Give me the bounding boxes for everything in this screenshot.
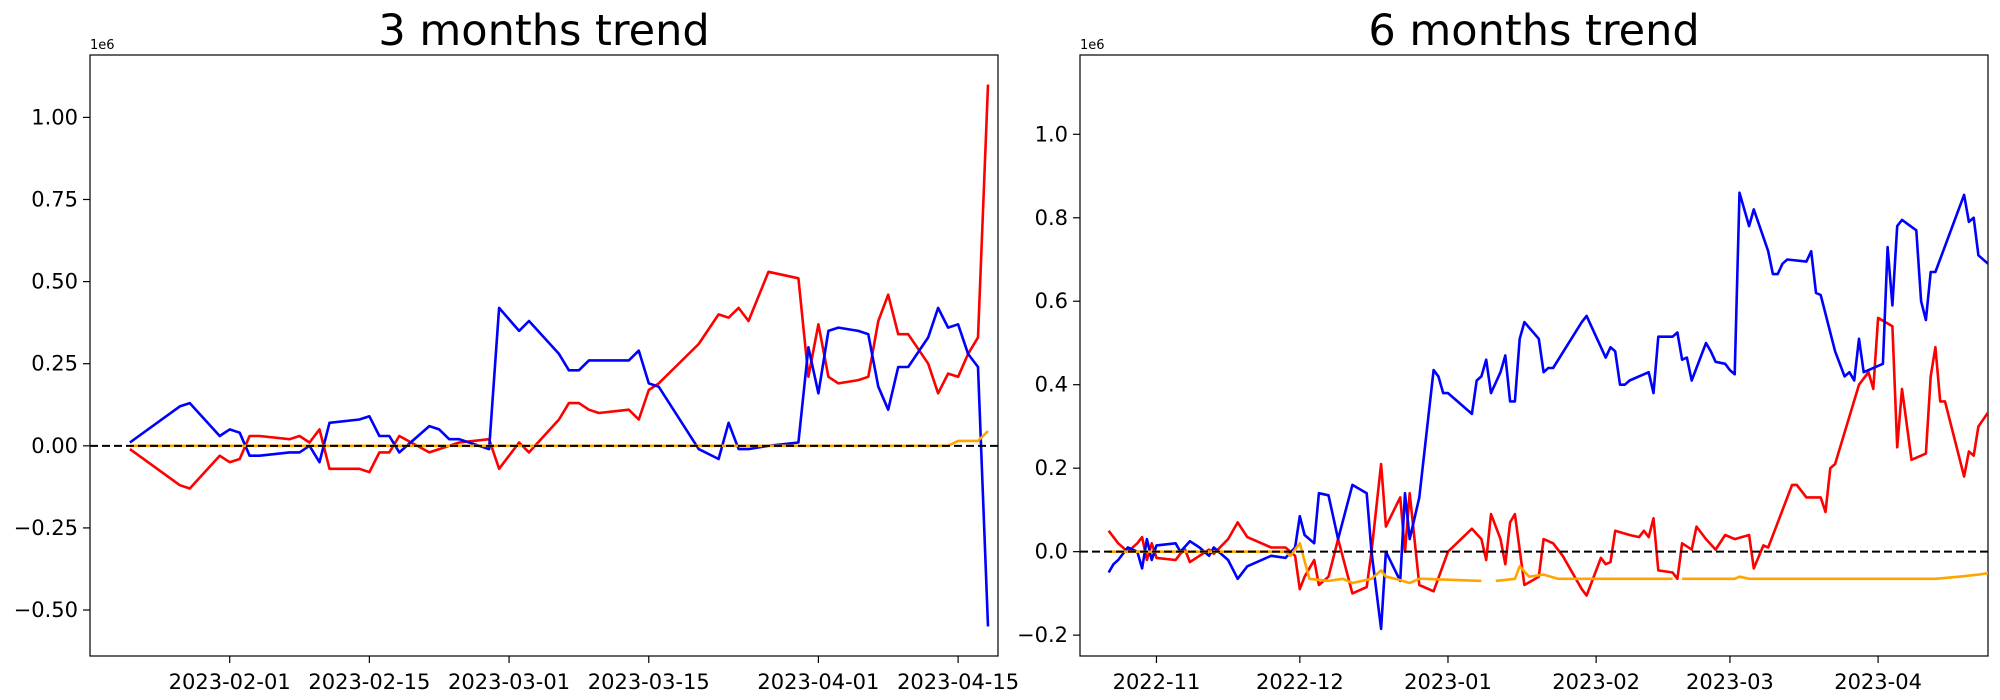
series-line-2 [1682, 571, 1988, 581]
y-tick-label: 0.25 [31, 352, 78, 376]
y-tick-label: 0.2 [1035, 456, 1068, 480]
series-line-0 [1107, 316, 1988, 597]
x-tick-label: 2022-12 [1256, 670, 1344, 694]
x-tick-label: 2023-04 [1834, 670, 1922, 694]
x-tick-label: 2023-02-01 [169, 670, 291, 694]
chart-title: 3 months trend [378, 6, 709, 56]
y-tick-label: 0.0 [1035, 540, 1068, 564]
series-line-2 [1424, 577, 1482, 583]
x-tick-label: 2023-03 [1686, 670, 1774, 694]
x-tick-label: 2023-03-01 [448, 670, 570, 694]
y-tick-label: 0.6 [1035, 289, 1068, 313]
series-line-2 [1495, 565, 1673, 583]
series-line-2 [129, 430, 989, 448]
chart-title: 6 months trend [1368, 6, 1699, 56]
chart-3-months: 3 months trend 1e6 2023-02-01 2023-02-15 2… [14, 6, 1019, 694]
series-line-1 [1107, 191, 1988, 631]
plot-frame [89, 54, 999, 657]
plot-frame [1079, 54, 1989, 657]
y-tick-label: −0.25 [14, 516, 78, 540]
y-tick-label: 0.75 [31, 188, 78, 212]
plot-area [1080, 191, 1988, 631]
x-tick-label: 2023-01 [1404, 670, 1492, 694]
chart-6-months: 6 months trend 1e6 2022-11 2022-12 2023-01… [1017, 6, 1989, 694]
x-tick-label: 2023-04-15 [897, 670, 1019, 694]
x-tick-label: 2023-04-01 [757, 670, 879, 694]
y-offset-label: 1e6 [1080, 38, 1105, 53]
y-tick-label: 1.00 [31, 105, 78, 129]
x-tick-label: 2023-02-15 [308, 670, 430, 694]
y-tick-label: 0.50 [31, 270, 78, 294]
y-tick-label: 0.4 [1035, 373, 1068, 397]
series-line-2 [1108, 542, 1425, 585]
x-tick-label: 2022-11 [1113, 670, 1201, 694]
y-tick-label: 1.0 [1035, 122, 1068, 146]
series-line-0 [129, 84, 990, 490]
y-tick-label: 0.8 [1035, 206, 1068, 230]
x-tick-label: 2023-03-15 [588, 670, 710, 694]
y-offset-label: 1e6 [90, 38, 115, 53]
y-tick-label: 0.00 [31, 434, 78, 458]
x-tick-label: 2023-02 [1552, 670, 1640, 694]
series-line-1 [129, 306, 990, 627]
y-tick-label: −0.50 [14, 598, 78, 622]
y-tick-label: −0.2 [1017, 623, 1068, 647]
plot-area [90, 84, 998, 627]
